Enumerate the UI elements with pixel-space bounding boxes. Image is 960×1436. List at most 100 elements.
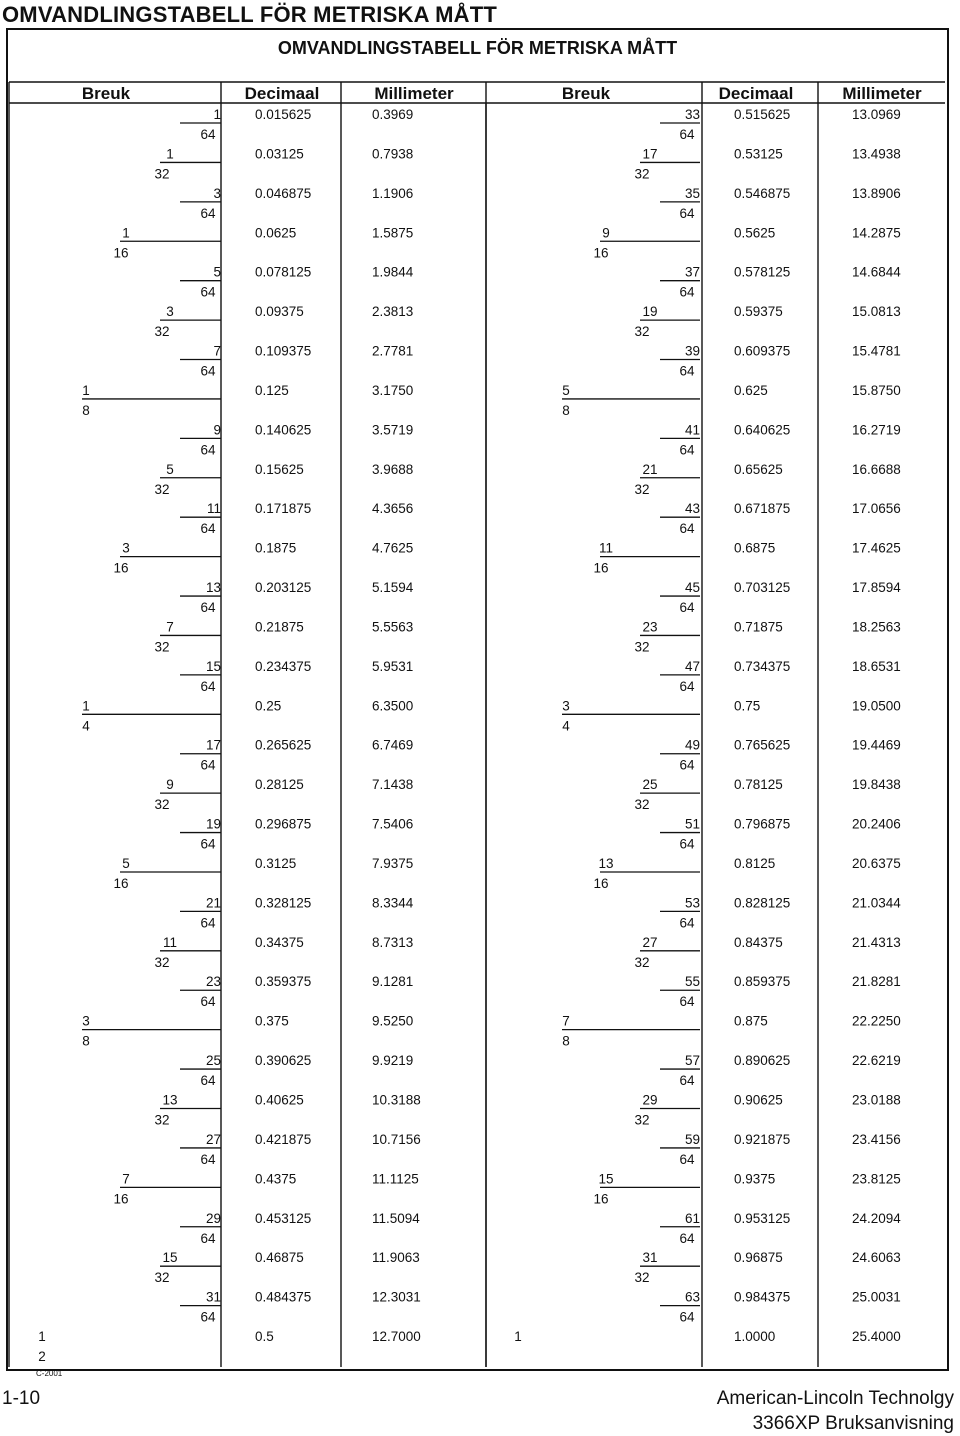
decimal-value: 0.453125: [255, 1211, 311, 1226]
millimeter-value: 10.7156: [372, 1132, 421, 1147]
fraction-denominator: 4: [82, 718, 90, 733]
decimal-value: 0.234375: [255, 659, 311, 674]
fraction-denominator: 32: [154, 1270, 169, 1285]
fraction-numerator: 15: [162, 1250, 177, 1265]
fraction-denominator: 32: [634, 166, 649, 181]
decimal-value: 0.125: [255, 383, 289, 398]
fraction-numerator: 59: [685, 1132, 700, 1147]
decimal-value: 0.296875: [255, 817, 311, 832]
millimeter-value: 17.8594: [852, 580, 901, 595]
page-number: 1-10: [2, 1388, 41, 1409]
decimal-value: 0.703125: [734, 580, 790, 595]
fraction-denominator: 32: [634, 324, 649, 339]
table-title: OMVANDLINGSTABELL FÖR METRISKA MÅTT: [277, 38, 678, 58]
decimal-value: 0.515625: [734, 107, 790, 122]
fraction-denominator: 64: [200, 994, 216, 1009]
fraction-denominator: 32: [154, 797, 169, 812]
decimal-value: 0.796875: [734, 817, 790, 832]
millimeter-value: 13.4938: [852, 146, 901, 161]
millimeter-value: 25.0031: [852, 1290, 901, 1305]
millimeter-value: 11.9063: [372, 1250, 420, 1265]
fraction-denominator: 64: [200, 1231, 216, 1246]
fraction-denominator: 64: [679, 442, 695, 457]
fraction-numerator: 39: [685, 344, 700, 359]
fraction-numerator: 1: [82, 383, 90, 398]
decimal-value: 0.390625: [255, 1053, 311, 1068]
decimal-value: 0.40625: [255, 1093, 304, 1108]
millimeter-value: 8.3344: [372, 895, 414, 910]
fraction-denominator: 64: [200, 758, 216, 773]
fraction-denominator: 8: [82, 1034, 90, 1049]
decimal-value: 0.46875: [255, 1250, 304, 1265]
millimeter-value: 13.0969: [852, 107, 901, 122]
millimeter-value: 5.1594: [372, 580, 414, 595]
millimeter-value: 5.9531: [372, 659, 413, 674]
decimal-value: 0.375: [255, 1014, 289, 1029]
fraction-denominator: 32: [154, 639, 169, 654]
fraction-numerator: 23: [206, 974, 221, 989]
decimal-value: 0.78125: [734, 777, 783, 792]
fraction-numerator: 13: [206, 580, 221, 595]
decimal-value: 0.15625: [255, 462, 304, 477]
decimal-value: 0.140625: [255, 422, 311, 437]
fraction-numerator: 51: [685, 817, 700, 832]
decimal-value: 0.6875: [734, 541, 775, 556]
fraction-denominator: 32: [634, 955, 649, 970]
millimeter-value: 2.7781: [372, 344, 413, 359]
millimeter-value: 22.6219: [852, 1053, 901, 1068]
millimeter-value: 8.7313: [372, 935, 413, 950]
decimal-value: 0.9375: [734, 1171, 775, 1186]
decimal-value: 0.828125: [734, 895, 790, 910]
millimeter-value: 23.8125: [852, 1171, 901, 1186]
decimal-value: 0.421875: [255, 1132, 311, 1147]
fraction-numerator: 3: [122, 541, 130, 556]
millimeter-value: 24.6063: [852, 1250, 901, 1265]
fraction-numerator: 5: [122, 856, 130, 871]
millimeter-value: 1.9844: [372, 265, 414, 280]
fraction-denominator: 32: [634, 1270, 649, 1285]
fraction-denominator: 64: [200, 285, 216, 300]
fraction-numerator: 35: [685, 186, 700, 201]
fraction-denominator: 64: [679, 1152, 695, 1167]
fraction-numerator: 3: [213, 186, 221, 201]
fraction-numerator: 9: [213, 422, 221, 437]
millimeter-value: 20.2406: [852, 817, 901, 832]
decimal-value: 0.03125: [255, 146, 304, 161]
decimal-value: 0.84375: [734, 935, 783, 950]
millimeter-value: 14.2875: [852, 225, 901, 240]
fraction-denominator: 64: [200, 600, 216, 615]
column-header: Decimaal: [719, 84, 794, 103]
millimeter-value: 18.2563: [852, 619, 901, 634]
millimeter-value: 23.4156: [852, 1132, 901, 1147]
company-name: American-Lincoln Technolgy: [716, 1388, 954, 1409]
fraction-numerator: 1: [82, 698, 90, 713]
fraction-numerator: 31: [206, 1290, 221, 1305]
fraction-numerator: 27: [642, 935, 657, 950]
millimeter-value: 0.3969: [372, 107, 413, 122]
decimal-value: 0.71875: [734, 619, 783, 634]
fraction-denominator: 16: [113, 561, 128, 576]
fraction-denominator: 32: [154, 166, 169, 181]
decimal-value: 0.171875: [255, 501, 311, 516]
fraction-numerator: 53: [685, 895, 700, 910]
decimal-value: 0.578125: [734, 265, 790, 280]
fraction-numerator: 17: [206, 738, 221, 753]
fraction-denominator: 32: [154, 1113, 169, 1128]
decimal-value: 0.90625: [734, 1093, 783, 1108]
decimal-value: 0.53125: [734, 146, 783, 161]
millimeter-value: 13.8906: [852, 186, 901, 201]
column-header: Breuk: [82, 84, 131, 103]
fraction-numerator: 55: [685, 974, 700, 989]
fraction-denominator: 16: [113, 245, 128, 260]
decimal-value: 0.078125: [255, 265, 311, 280]
conversion-table: Breuk Decimaal Millimeter Breuk Decimaal Mill…: [8, 81, 945, 1367]
millimeter-value: 4.3656: [372, 501, 413, 516]
decimal-value: 0.015625: [255, 107, 311, 122]
millimeter-value: 9.5250: [372, 1014, 413, 1029]
decimal-value: 0.25: [255, 698, 281, 713]
fraction-denominator: 64: [200, 127, 216, 142]
fraction-numerator: 49: [685, 738, 700, 753]
decimal-value: 0.859375: [734, 974, 790, 989]
decimal-value: 0.046875: [255, 186, 311, 201]
fraction-denominator: 64: [200, 1152, 216, 1167]
